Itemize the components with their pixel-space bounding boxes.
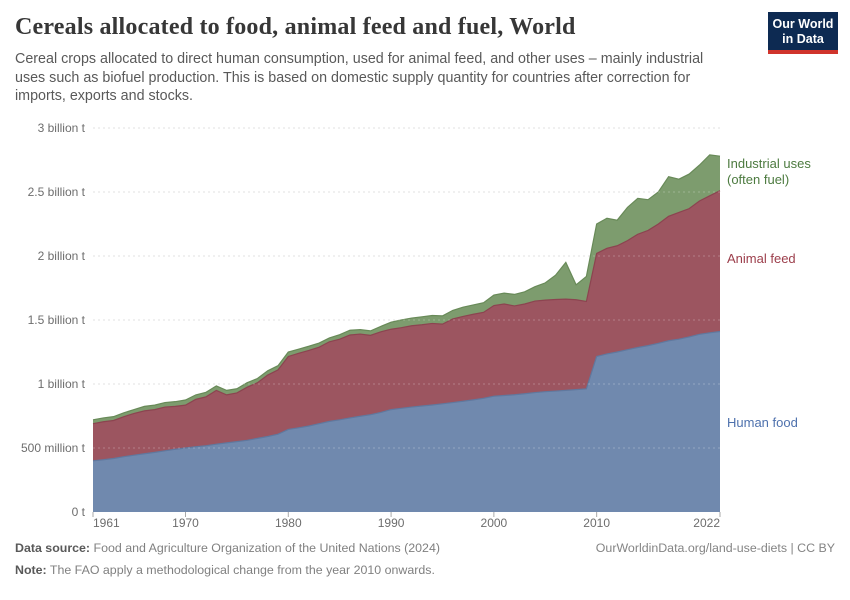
area-human-food[interactable]: [93, 331, 720, 512]
data-source-label: Data source:: [15, 541, 91, 555]
x-axis-tick-label: 2010: [583, 516, 610, 530]
chart-footer: Data source: Food and Agriculture Organi…: [15, 541, 835, 578]
data-source-text: Food and Agriculture Organization of the…: [93, 541, 440, 555]
chart-subtitle: Cereal crops allocated to direct human c…: [15, 50, 760, 106]
owid-logo-line1: Our World: [772, 17, 834, 31]
area-animal-feed[interactable]: [93, 190, 720, 461]
chart-header: Cereals allocated to food, animal feed a…: [15, 14, 760, 106]
owid-url-link[interactable]: OurWorldinData.org/land-use-diets | CC B…: [595, 541, 835, 555]
legend-label-animal-feed[interactable]: Animal feed: [727, 251, 796, 266]
chart-subtitle-line: Cereal crops allocated to direct human c…: [15, 51, 704, 67]
chart-title: Cereals allocated to food, animal feed a…: [15, 14, 576, 40]
x-axis-tick-label: 1961: [93, 516, 120, 530]
chart-subtitle-line: uses such as biofuel production. This is…: [15, 69, 691, 86]
x-axis-tick-label: 2022: [693, 516, 720, 530]
x-axis-tick-label: 2000: [481, 516, 508, 530]
area-outline-industrial-uses-often-fuel: [92, 154, 721, 421]
y-axis-tick-label: 2.5 billion t: [28, 185, 86, 199]
y-axis-tick-label: 1 billion t: [38, 377, 86, 391]
legend-label-industrial-uses-often-fuel[interactable]: (often fuel): [727, 172, 789, 187]
y-axis-tick-label: 500 million t: [21, 441, 86, 455]
area-outline-animal-feed: [92, 190, 721, 425]
x-axis-tick-label: 1980: [275, 516, 302, 530]
y-axis-tick-label: 2 billion t: [38, 249, 86, 263]
owid-logo[interactable]: Our World in Data: [768, 12, 838, 54]
area-outline-human-food: [92, 330, 721, 462]
y-axis-tick-label: 3 billion t: [38, 121, 86, 135]
legend-label-human-food[interactable]: Human food: [727, 415, 798, 430]
chart-subtitle-line: imports, exports and stocks.: [15, 88, 193, 105]
x-axis-tick-label: 1970: [172, 516, 199, 530]
y-axis-tick-label: 0 t: [72, 505, 86, 519]
data-source-line: Data source: Food and Agriculture Organi…: [15, 541, 440, 556]
note-line: Note: The FAO apply a methodological cha…: [15, 563, 835, 578]
x-axis-tick-label: 1990: [378, 516, 405, 530]
note-text: The FAO apply a methodological change fr…: [49, 563, 435, 577]
y-axis-tick-label: 1.5 billion t: [28, 313, 86, 327]
owid-logo-line2: in Data: [782, 31, 824, 46]
note-label: Note:: [15, 563, 47, 577]
legend-label-industrial-uses-often-fuel[interactable]: Industrial uses: [727, 156, 811, 171]
